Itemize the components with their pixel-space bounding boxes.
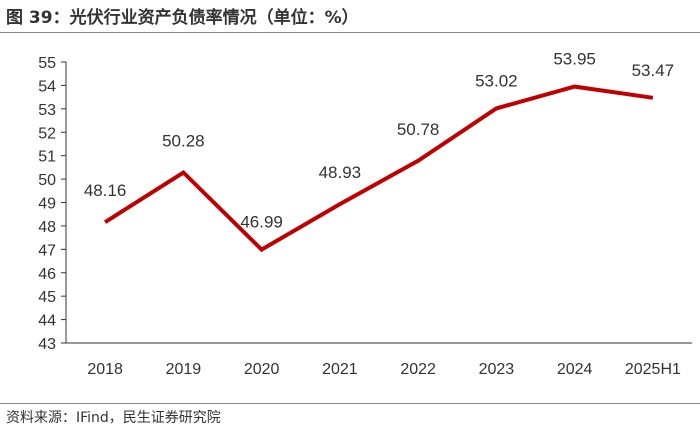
x-tick-label: 2024	[557, 361, 593, 378]
data-label: 53.02	[475, 71, 518, 90]
data-label: 50.78	[397, 120, 440, 139]
y-tick-label: 43	[38, 336, 56, 353]
y-tick-label: 53	[38, 102, 56, 119]
x-tick-label: 2021	[322, 361, 358, 378]
y-tick-label: 45	[38, 289, 56, 306]
y-tick-label: 46	[38, 266, 56, 283]
data-label: 48.16	[84, 181, 127, 200]
y-tick-label: 52	[38, 125, 56, 142]
data-label: 53.47	[632, 61, 675, 80]
x-tick-label: 2022	[400, 361, 436, 378]
series-line	[104, 84, 654, 253]
data-label: 46.99	[240, 213, 283, 232]
data-labels: 48.16 50.28 46.99 48.93 50.78 53.02 53.95 53.47	[84, 50, 674, 232]
y-tick-label: 48	[38, 219, 56, 236]
x-tick-label: 2019	[166, 361, 202, 378]
y-tick-label: 47	[38, 242, 56, 259]
data-label: 50.28	[162, 132, 205, 151]
chart-title: 图 39：光伏行业资产负债率情况（单位：%）	[6, 8, 359, 28]
x-tick-label: 2023	[479, 361, 515, 378]
source-note: 资料来源：IFind，民生证券研究院	[6, 410, 221, 426]
y-axis: 43 44 45 46 47 48 49 50 51 52 53 54 55	[38, 55, 67, 353]
data-label: 48.93	[319, 163, 362, 182]
y-tick-label: 54	[38, 78, 56, 95]
y-tick-label: 49	[38, 196, 56, 213]
series-debt-ratio	[104, 84, 654, 253]
x-tick-label: 2020	[244, 361, 280, 378]
y-tick-label: 50	[38, 172, 56, 189]
data-label: 53.95	[553, 50, 596, 69]
y-tick-label: 55	[38, 55, 56, 72]
x-axis: 2018 2019 2020 2021 2022 2023 2024 2025H1	[66, 342, 692, 378]
x-tick-label: 2025H1	[625, 361, 681, 378]
footer-divider	[0, 403, 700, 404]
title-divider	[0, 32, 700, 33]
x-tick-label: 2018	[87, 361, 123, 378]
y-tick-label: 51	[38, 149, 56, 166]
y-tick-label: 44	[38, 313, 56, 330]
